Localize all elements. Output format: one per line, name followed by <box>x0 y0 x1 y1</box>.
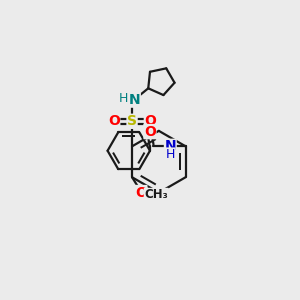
Text: S: S <box>127 114 137 128</box>
Text: CH₃: CH₃ <box>144 188 168 201</box>
Text: O: O <box>135 185 147 200</box>
Text: O: O <box>144 124 156 139</box>
Text: H: H <box>119 92 128 105</box>
Text: N: N <box>164 139 176 153</box>
Text: N: N <box>129 93 140 107</box>
Text: O: O <box>144 114 156 128</box>
Text: O: O <box>108 114 120 128</box>
Text: H: H <box>166 148 175 161</box>
